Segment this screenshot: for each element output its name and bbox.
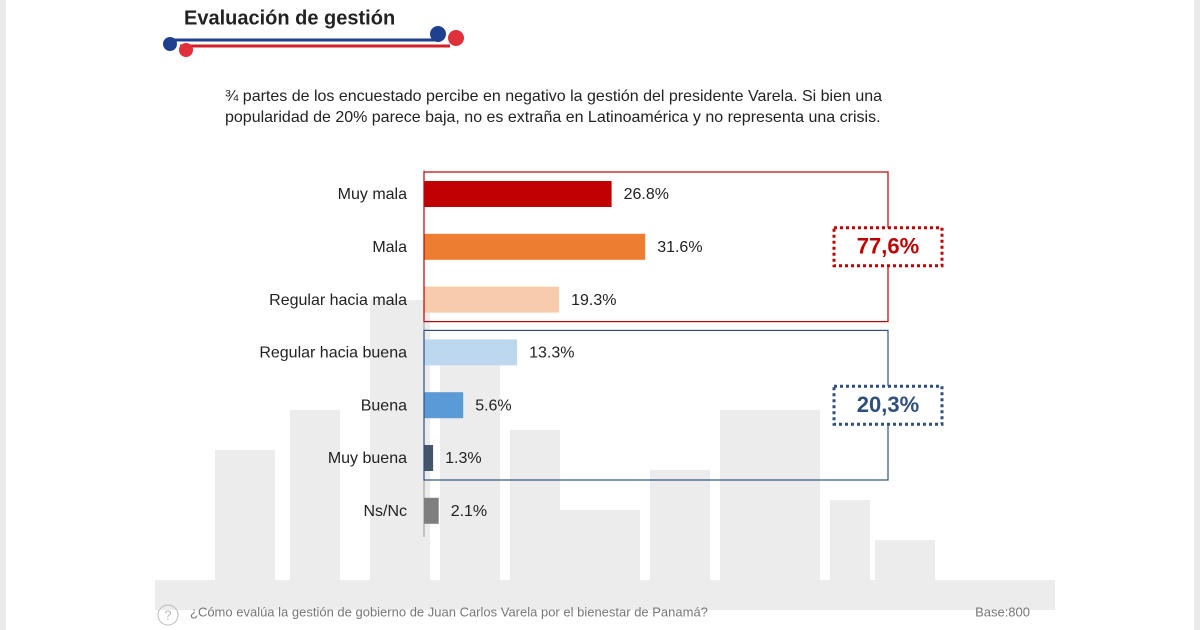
logo	[163, 26, 464, 57]
group-label-box	[832, 226, 944, 268]
category-label: Regular hacia mala	[269, 292, 407, 309]
bar	[424, 339, 518, 366]
group-label: 20,3%	[857, 392, 919, 417]
group-label-box	[832, 384, 944, 426]
value-label: 13.3%	[529, 345, 574, 362]
category-label: Mala	[372, 239, 407, 256]
bar	[424, 392, 464, 419]
footnote: ¿Cómo evalúa la gestión de gobierno de J…	[190, 604, 708, 619]
subtitle-box: ¾ partes de los encuestado percibe en ne…	[225, 88, 883, 126]
category-label: Ns/Nc	[363, 503, 407, 520]
bar	[424, 445, 434, 471]
value-label: 5.6%	[475, 397, 511, 414]
bar	[424, 181, 612, 207]
category-label: Muy mala	[338, 186, 407, 203]
base: Base:800	[975, 604, 1030, 619]
value-label: 31.6%	[657, 239, 702, 256]
category-label: Buena	[361, 397, 407, 414]
group-label: 77,6%	[857, 234, 919, 259]
category-label: Regular hacia buena	[259, 345, 407, 362]
help-icon	[157, 604, 179, 626]
value-label: 1.3%	[445, 450, 481, 467]
chart-title: Evaluación de gestión	[184, 7, 395, 29]
value-label: 2.1%	[451, 503, 487, 520]
subtitle: ¾ partes de los encuestado percibe en ne…	[225, 88, 883, 126]
value-label: 26.8%	[624, 186, 669, 203]
help-mark: ?	[164, 607, 171, 622]
value-label: 19.3%	[571, 292, 616, 309]
bar	[424, 497, 439, 524]
category-label: Muy buena	[328, 450, 407, 467]
bar	[424, 233, 646, 260]
bar	[424, 286, 560, 313]
skyline	[155, 300, 1055, 610]
